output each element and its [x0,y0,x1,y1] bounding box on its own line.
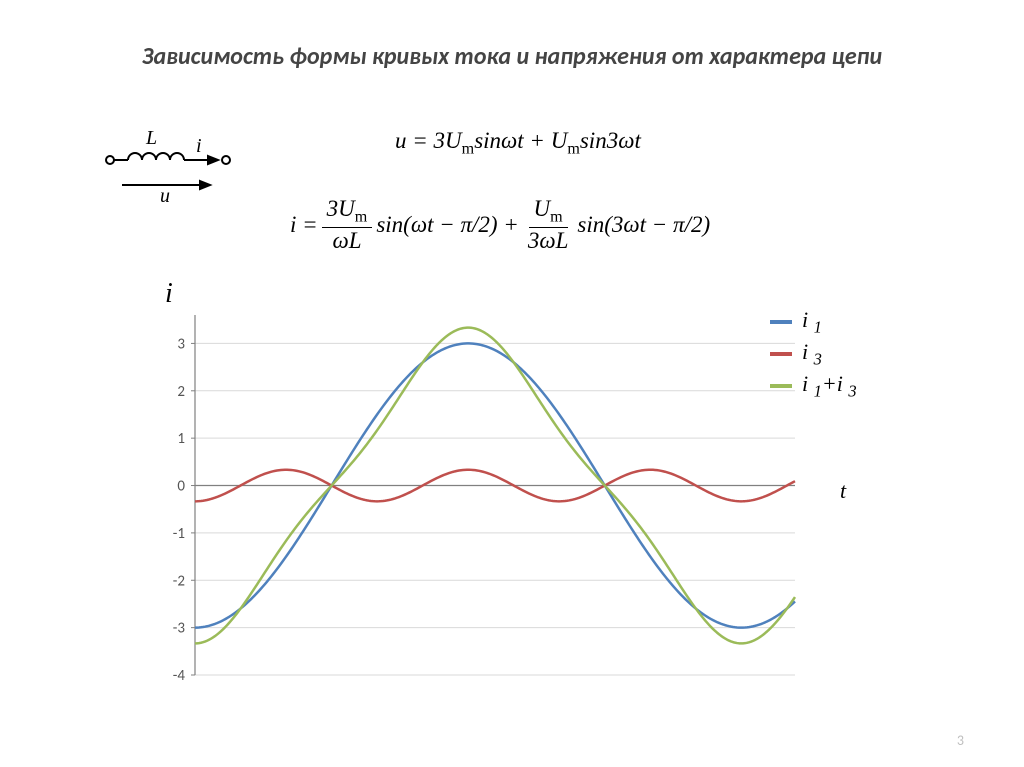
legend-swatch [770,384,792,388]
svg-text:1: 1 [177,430,185,448]
legend-swatch [770,352,792,356]
svg-text:2: 2 [177,383,185,401]
slide-number: 3 [957,732,964,749]
svg-text:-4: -4 [173,667,186,685]
chart-legend: i 1i 3i 1+i 3 [770,306,857,402]
waveform-chart: -4 -3 -2 -1 0 1 2 3 [150,280,830,705]
legend-swatch [770,320,792,324]
legend-label: i 3 [802,339,822,369]
svg-text:3: 3 [177,335,185,353]
svg-text:-2: -2 [173,572,185,590]
legend-label: i 1+i 3 [802,371,857,401]
svg-text:0: 0 [177,478,185,496]
equation-i: i = 3Um ωL sin(ωt − π/2) + Um 3ωL sin(3ω… [290,196,710,254]
legend-item: i 3 [770,338,857,370]
legend-label: i 1 [802,307,822,337]
legend-item: i 1 [770,306,857,338]
equation-u: u = 3Umsinωt + Umsin3ωt [395,128,641,159]
circuit-label-i: i [196,135,202,157]
circuit-label-L: L [145,130,157,149]
svg-text:-3: -3 [173,620,186,638]
svg-text:-1: -1 [173,525,185,543]
x-axis-label: t [840,478,846,504]
inductor-circuit-diagram: L i u [100,130,240,205]
page-title: Зависимость формы кривых токa и напряжен… [0,42,1024,71]
circuit-label-u: u [160,185,170,205]
legend-item: i 1+i 3 [770,370,857,402]
